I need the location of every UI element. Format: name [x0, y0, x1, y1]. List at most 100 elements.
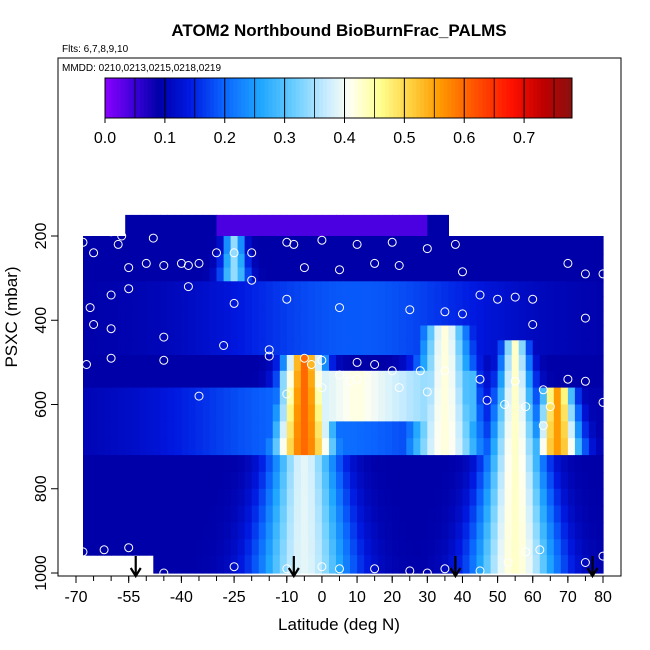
flight-point — [503, 558, 513, 567]
heatmap-cell — [413, 539, 421, 556]
heatmap-cell — [476, 404, 485, 422]
heatmap-cell — [272, 325, 281, 341]
heatmap-cell — [153, 438, 161, 456]
heatmap-cell — [230, 236, 239, 255]
heatmap-cell — [392, 471, 400, 490]
heatmap-cell — [343, 296, 351, 312]
heatmap-cell — [132, 505, 140, 524]
heatmap-cell — [125, 522, 133, 540]
colorbar-segment — [276, 78, 281, 118]
flight-point — [528, 294, 538, 304]
heatmap-cell — [392, 236, 400, 255]
heatmap-cell — [244, 387, 253, 406]
heatmap-cell — [132, 488, 140, 507]
heatmap-cell — [244, 421, 253, 439]
dates-subtitle: MMDD: 0210,0213,0215,0218,0219 — [62, 63, 221, 74]
heatmap-cell — [321, 505, 330, 524]
heatmap-cell — [469, 310, 478, 327]
heatmap-cell — [279, 325, 288, 341]
heatmap-cell — [195, 253, 204, 269]
heatmap-cell — [237, 325, 246, 341]
heatmap-cell — [188, 370, 196, 389]
heatmap-cell — [518, 310, 527, 327]
heatmap-cell — [455, 310, 463, 327]
heatmap-cell — [385, 267, 393, 282]
heatmap-cell — [181, 522, 189, 540]
heatmap-cell — [532, 310, 541, 327]
heatmap-cell — [265, 505, 274, 524]
heatmap-cell — [321, 281, 330, 297]
heatmap-cell — [125, 488, 133, 507]
heatmap-cell — [153, 455, 161, 473]
heatmap-cell — [371, 296, 379, 312]
heatmap-cell — [251, 455, 260, 473]
heatmap-cell — [462, 455, 471, 473]
heatmap-cell — [357, 340, 365, 356]
heatmap-cell — [188, 404, 196, 422]
heatmap-cell — [588, 267, 597, 282]
heatmap-cell — [574, 281, 583, 297]
heatmap-cell — [160, 296, 168, 312]
colorbar-segment — [315, 78, 320, 118]
heatmap-cell — [181, 325, 189, 341]
heatmap-cell — [329, 355, 337, 372]
colorbar-segment — [474, 78, 480, 118]
colorbar-segment — [357, 78, 363, 118]
heatmap-cell — [125, 325, 133, 341]
heatmap-cell — [181, 488, 189, 507]
heatmap-cell — [588, 355, 597, 372]
heatmap-cell — [223, 455, 232, 473]
heatmap-cell — [251, 281, 260, 297]
heatmap-cell — [230, 325, 239, 341]
heatmap-cell — [90, 370, 98, 389]
heatmap-cell — [188, 325, 196, 341]
heatmap-cell — [406, 236, 414, 255]
heatmap-cell — [104, 267, 112, 282]
heatmap-cell — [83, 310, 91, 327]
heatmap-cell — [174, 325, 182, 341]
heatmap-cell — [132, 421, 140, 439]
colorbar-segment — [404, 78, 410, 118]
heatmap-cell — [462, 296, 471, 312]
heatmap-cell — [567, 325, 576, 341]
heatmap-cell — [441, 471, 449, 490]
heatmap-cell — [83, 296, 91, 312]
heatmap-cell — [483, 505, 492, 524]
heatmap-cell — [392, 214, 400, 237]
heatmap-cell — [202, 539, 211, 556]
heatmap-cell — [518, 387, 527, 406]
heatmap-cell — [181, 539, 189, 556]
flight-point — [521, 547, 531, 557]
heatmap-cell — [174, 438, 182, 456]
heatmap-cell — [553, 355, 562, 372]
heatmap-cell — [469, 488, 478, 507]
heatmap-cell — [216, 421, 225, 439]
heatmap-cell — [223, 310, 232, 327]
heatmap-cell — [293, 267, 302, 282]
heatmap-cell — [441, 522, 449, 540]
heatmap-cell — [588, 438, 597, 456]
heatmap-cell — [314, 438, 323, 456]
heatmap-cell — [336, 539, 344, 556]
heatmap-cell — [258, 267, 267, 282]
heatmap-cell — [202, 296, 211, 312]
heatmap-cell — [314, 281, 323, 297]
heatmap-cell — [293, 296, 302, 312]
heatmap-cell — [251, 340, 260, 356]
heatmap-cell — [97, 438, 105, 456]
heatmap-cell — [90, 471, 98, 490]
heatmap-cell — [385, 387, 393, 406]
heatmap-cell — [125, 455, 133, 473]
heatmap-cell — [532, 505, 541, 524]
colorbar-segment — [124, 78, 129, 118]
heatmap-cell — [476, 539, 485, 556]
heatmap-cell — [244, 505, 253, 524]
heatmap-cell — [160, 236, 168, 255]
heatmap-cell — [132, 214, 140, 237]
heatmap-cell — [321, 310, 330, 327]
heatmap-cell — [272, 438, 281, 456]
heatmap-cell — [195, 421, 204, 439]
heatmap-cell — [546, 404, 555, 422]
y-tick-label: 200 — [33, 223, 50, 250]
heatmap-cell — [532, 387, 541, 406]
